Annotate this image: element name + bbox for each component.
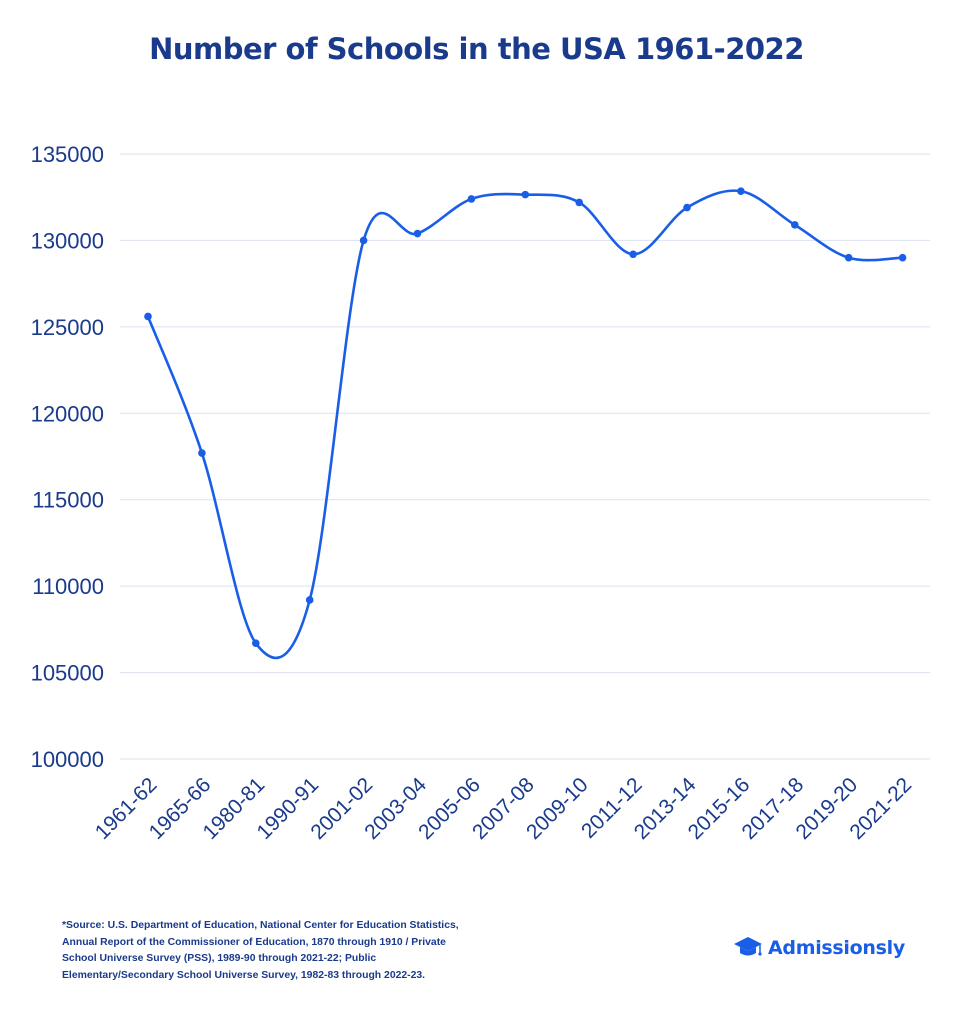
chart-title: Number of Schools in the USA 1961-2022 (149, 32, 804, 66)
y-tick-label: 120000 (31, 401, 104, 426)
graduation-cap-icon (734, 937, 762, 956)
y-tick-label: 135000 (31, 142, 104, 167)
brand-name: Admissionsly (768, 937, 905, 959)
x-axis-ticks: 1961-621965-661980-811990-912001-022003-… (91, 773, 916, 844)
y-axis-ticks: 100000 105000 110000 115000 120000 125000 1300… (31, 142, 104, 772)
data-point (575, 198, 583, 207)
line-chart: 100000 105000 110000 115000 120000 125000 1300… (31, 142, 930, 844)
brand-logo[interactable]: Admissionsly (733, 935, 905, 961)
source-note: *Source: U.S. Department of Education, N… (62, 920, 459, 981)
y-tick-label: 125000 (31, 315, 104, 340)
y-tick-label: 100000 (31, 747, 104, 772)
series-line (146, 189, 903, 660)
y-tick-label: 115000 (32, 488, 104, 513)
data-point (521, 190, 530, 199)
data-point (413, 229, 422, 238)
series-layer (144, 187, 907, 660)
data-point (467, 195, 476, 203)
data-point (844, 253, 853, 262)
data-point (629, 250, 637, 259)
y-tick-label: 130000 (31, 228, 104, 253)
grid-lines (120, 153, 930, 760)
data-point (252, 639, 260, 647)
y-tick-label: 110000 (32, 574, 104, 599)
data-point (305, 596, 314, 604)
data-point (359, 236, 368, 245)
data-point (791, 221, 799, 229)
y-tick-label: 105000 (31, 661, 104, 686)
data-point (898, 253, 907, 262)
data-point (144, 312, 152, 321)
data-point (737, 187, 745, 195)
data-point (683, 203, 691, 212)
data-point (198, 449, 206, 457)
